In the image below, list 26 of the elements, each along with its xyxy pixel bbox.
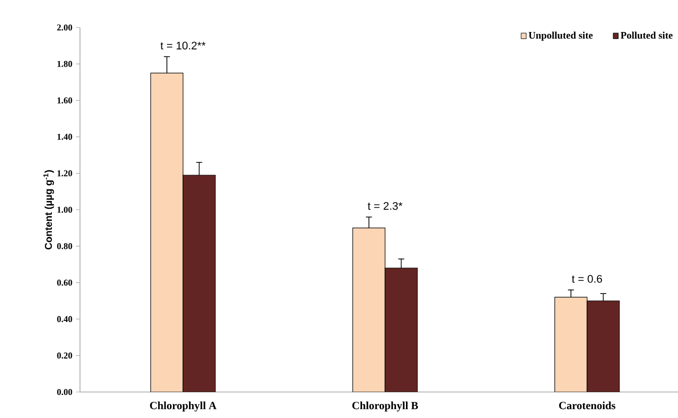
bar bbox=[182, 174, 216, 392]
legend-label: Polluted site bbox=[620, 32, 673, 39]
y-tick-label: 0.80 bbox=[57, 243, 72, 250]
x-tick-label: Chlorophyll B bbox=[352, 402, 418, 412]
y-tick-label: 2.00 bbox=[57, 24, 72, 31]
bar bbox=[150, 72, 184, 392]
bar bbox=[586, 300, 620, 392]
y-tick-label: 1.00 bbox=[58, 206, 72, 213]
y-tick-label: 0.60 bbox=[57, 280, 72, 286]
y-tick-label: 1.80 bbox=[58, 60, 72, 67]
y-tick-label: 0.20 bbox=[57, 352, 72, 359]
legend-label: Unpolluted site bbox=[528, 32, 593, 41]
annotation: t = 0.6 bbox=[572, 274, 602, 283]
y-tick-label: 1.60 bbox=[58, 97, 72, 104]
bar bbox=[554, 296, 588, 392]
bar bbox=[352, 228, 386, 392]
y-tick-label: 0.40 bbox=[57, 316, 72, 322]
y-tick-label: 0.00 bbox=[57, 388, 72, 396]
x-tick-label: Chlorophyll A bbox=[150, 402, 216, 412]
y-tick-label: 1.20 bbox=[58, 170, 72, 176]
annotation: t = 2.3* bbox=[368, 202, 402, 210]
y-tick-label: 1.40 bbox=[58, 134, 72, 140]
bar bbox=[384, 268, 418, 392]
annotation: t = 10.2** bbox=[160, 42, 206, 50]
x-tick-label: Carotenoids bbox=[559, 402, 616, 410]
y-axis-title: Content (µµg g$^{-1}$) bbox=[43, 170, 54, 250]
